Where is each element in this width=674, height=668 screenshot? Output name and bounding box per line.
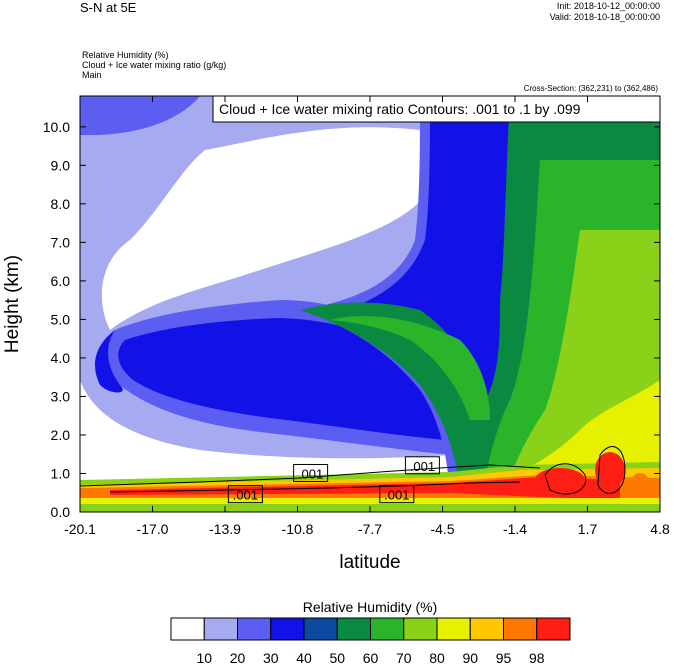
- y-tick-label: 2.0: [51, 427, 71, 443]
- colorbar-swatch: [336, 617, 371, 641]
- y-tick-label: 6.0: [51, 273, 71, 289]
- colorbar-level-label: 40: [296, 650, 312, 666]
- colorbar-swatch: [436, 617, 471, 641]
- plot-title: S-N at 5E: [80, 0, 137, 15]
- colorbar-swatch: [403, 617, 438, 641]
- y-tick-label: 1.0: [51, 465, 71, 481]
- contour-label-box: [379, 485, 415, 504]
- contour-label-box: [404, 456, 440, 475]
- rh-field: [80, 96, 660, 512]
- x-tick-label: -1.4: [503, 521, 527, 537]
- x-tick-label: 1.7: [578, 521, 598, 537]
- x-tick-label: -10.8: [282, 521, 314, 537]
- colorbar-swatch: [503, 617, 538, 641]
- y-tick-label: 5.0: [51, 311, 71, 327]
- x-tick-label: -7.7: [358, 521, 382, 537]
- contour-label-box: [293, 463, 329, 482]
- y-tick-label: 7.0: [51, 234, 71, 250]
- colorbar-level-label: 80: [429, 650, 445, 666]
- y-axis-label: Height (km): [2, 255, 23, 353]
- x-tick-label: 4.8: [650, 521, 670, 537]
- colorbar-title: Relative Humidity (%): [303, 599, 438, 615]
- contour-legend: Cloud + Ice water mixing ratio Contours:…: [212, 95, 661, 123]
- field-main: Main: [82, 70, 102, 80]
- colorbar-level-label: 30: [263, 650, 279, 666]
- y-tick-label: 0.0: [51, 504, 71, 520]
- colorbar-level-label: 10: [196, 650, 212, 666]
- y-tick-label: 4.0: [51, 350, 71, 366]
- x-tick-label: -13.9: [209, 521, 241, 537]
- colorbar-labels: 10 20 30 40 50 60 70 80 90 95 98: [196, 650, 544, 666]
- colorbar: [170, 617, 571, 641]
- x-tick-label: -4.5: [430, 521, 454, 537]
- y-tick-label: 3.0: [51, 388, 71, 404]
- colorbar-level-label: 98: [529, 650, 545, 666]
- field-list: Relative Humidity (%) Cloud + Ice water …: [82, 50, 226, 80]
- colorbar-level-label: 70: [396, 650, 412, 666]
- cross-section-note: Cross-Section: (362,231) to (362,486): [523, 84, 658, 93]
- time-info: Init: 2018-10-12_00:00:00 Valid: 2018-10…: [550, 1, 660, 23]
- colorbar-swatch: [370, 617, 405, 641]
- colorbar-swatch: [237, 617, 272, 641]
- colorbar-swatch: [203, 617, 238, 641]
- contour-label: .001: [410, 459, 435, 474]
- colorbar-level-label: 95: [496, 650, 512, 666]
- colorbar-level-label: 60: [363, 650, 379, 666]
- contour-label: .001: [233, 488, 258, 503]
- valid-time: Valid: 2018-10-18_00:00:00: [549, 12, 660, 22]
- contour-legend-text: Cloud + Ice water mixing ratio Contours:…: [219, 101, 581, 117]
- colorbar-swatch: [303, 617, 338, 641]
- colorbar-level-label: 20: [230, 650, 246, 666]
- colorbar-level-label: 50: [329, 650, 345, 666]
- axes: -20.1 -17.0 -13.9 -10.8 -7.7 -4.5 -1.4 1.7 4.8 0.…: [43, 96, 670, 537]
- colorbar-swatch: [536, 617, 571, 641]
- contour-label: .001: [384, 488, 409, 503]
- x-tick-label: -17.0: [137, 521, 169, 537]
- y-tick-label: 8.0: [51, 196, 71, 212]
- colorbar-swatch: [270, 617, 305, 641]
- x-axis-label: latitude: [339, 552, 400, 573]
- y-tick-label: 10.0: [43, 119, 70, 135]
- colorbar-swatch: [170, 617, 205, 641]
- cloud-contours: [79, 446, 626, 495]
- field-rh: Relative Humidity (%): [82, 50, 169, 60]
- colorbar-swatch: [469, 617, 504, 641]
- contour-labels: .001.001.001.001: [227, 456, 440, 504]
- y-tick-label: 9.0: [51, 157, 71, 173]
- contour-label: .001: [298, 466, 323, 481]
- x-tick-label: -20.1: [64, 521, 96, 537]
- init-time: Init: 2018-10-12_00:00:00: [556, 1, 660, 11]
- colorbar-level-label: 90: [462, 650, 478, 666]
- field-qc: Cloud + Ice water mixing ratio (g/kg): [82, 60, 227, 70]
- contour-label-box: [227, 485, 263, 504]
